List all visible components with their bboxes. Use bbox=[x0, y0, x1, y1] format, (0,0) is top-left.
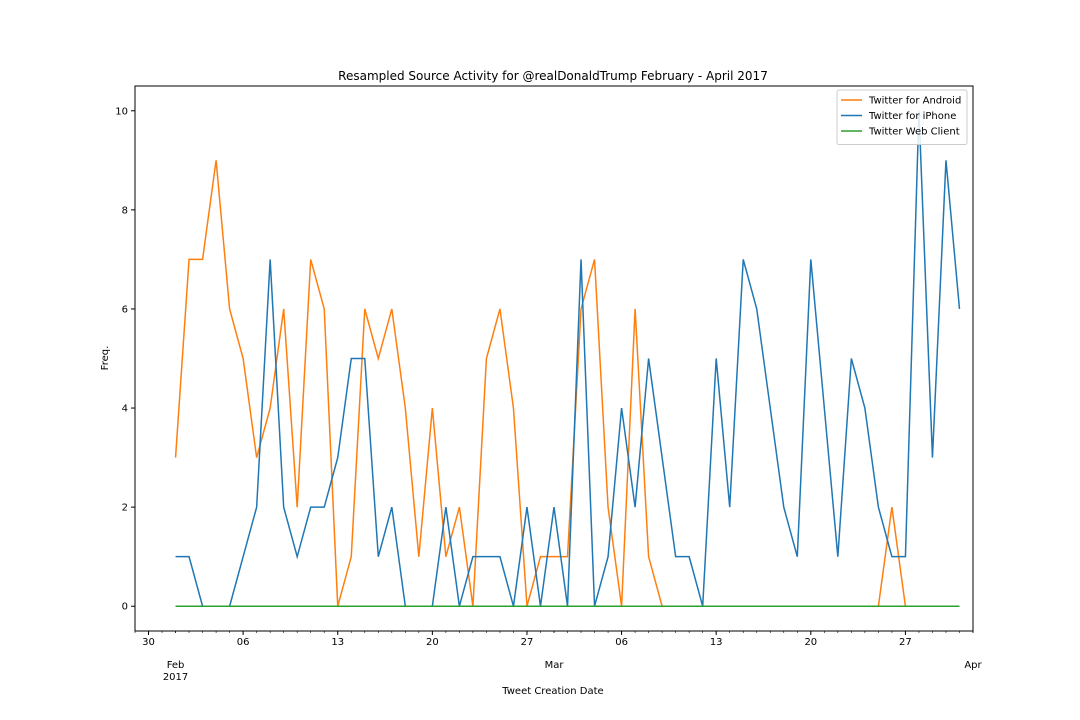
y-tick-label: 4 bbox=[122, 404, 128, 415]
chart-title: Resampled Source Activity for @realDonal… bbox=[338, 69, 768, 83]
x-axis-label: Tweet Creation Date bbox=[501, 686, 603, 697]
plot-marks bbox=[174, 110, 961, 607]
x-tick-label: 06 bbox=[615, 637, 628, 648]
y-tick-label: 2 bbox=[122, 503, 128, 514]
y-axis: 0 2 4 6 8 10 bbox=[115, 106, 135, 613]
y-tick-label: 0 bbox=[122, 602, 128, 613]
x-tick-label: 20 bbox=[426, 637, 439, 648]
legend-label: Twitter for Android bbox=[868, 96, 961, 107]
y-axis-label: Freq. bbox=[100, 346, 111, 371]
x-tick-label: 30 bbox=[142, 637, 155, 648]
legend: Twitter for Android Twitter for iPhone Twi… bbox=[836, 89, 968, 145]
x-year-label: 2017 bbox=[163, 672, 188, 683]
x-tick-label: 13 bbox=[331, 637, 344, 648]
y-tick-label: 6 bbox=[122, 304, 128, 315]
plot-frame bbox=[134, 85, 974, 632]
x-month-label: Apr bbox=[964, 660, 982, 671]
plot-area bbox=[135, 86, 973, 631]
legend-label: Twitter Web Client bbox=[868, 127, 960, 138]
y-tick-label: 8 bbox=[122, 205, 128, 216]
x-tick-label: 27 bbox=[899, 637, 912, 648]
x-tick-label: 06 bbox=[237, 637, 250, 648]
legend-label: Twitter for iPhone bbox=[868, 111, 956, 122]
x-month-label: Mar bbox=[545, 660, 565, 671]
x-tick-label: 27 bbox=[521, 637, 534, 648]
x-month-label: Feb bbox=[167, 660, 185, 671]
legend-box bbox=[836, 89, 968, 145]
x-tick-label: 20 bbox=[804, 637, 817, 648]
x-tick-label: 13 bbox=[710, 637, 723, 648]
y-tick-label: 10 bbox=[115, 106, 128, 117]
